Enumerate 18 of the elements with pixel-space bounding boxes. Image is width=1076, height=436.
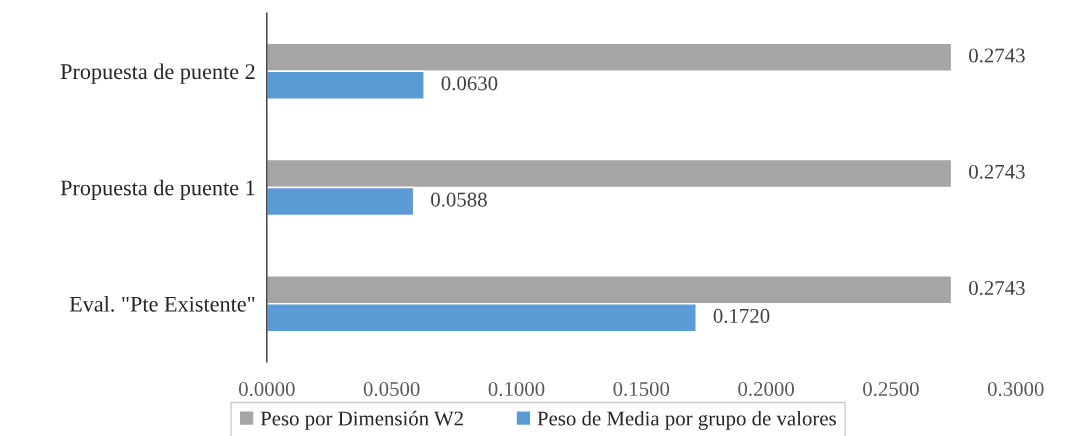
data-label: 0.0630 — [441, 76, 498, 91]
data-label: 0.2743 — [969, 48, 1025, 63]
x-tick-label: 0.2500 — [863, 381, 919, 397]
legend-label: Peso de Media por grupo de valores — [537, 410, 836, 430]
y-tick-label: Propuesta de puente 2 — [60, 63, 255, 84]
x-tick-label: 0.0000 — [239, 381, 295, 397]
x-tick-label: 0.2000 — [738, 381, 794, 397]
legend-label: Peso por Dimensión W2 — [260, 410, 463, 430]
x-tick-label: 0.1000 — [488, 381, 545, 397]
x-tick-label: 0.3000 — [987, 381, 1044, 397]
data-label: 0.2743 — [969, 164, 1025, 179]
data-label: 0.1720 — [713, 308, 770, 323]
x-tick-label: 0.0500 — [363, 381, 420, 397]
y-tick-label: Propuesta de puente 1 — [60, 179, 255, 200]
data-label: 0.2743 — [969, 280, 1025, 296]
data-label: 0.0588 — [431, 192, 487, 207]
y-tick-label: Eval. "Pte Existente" — [69, 296, 255, 312]
x-tick-label: 0.1500 — [613, 381, 670, 397]
